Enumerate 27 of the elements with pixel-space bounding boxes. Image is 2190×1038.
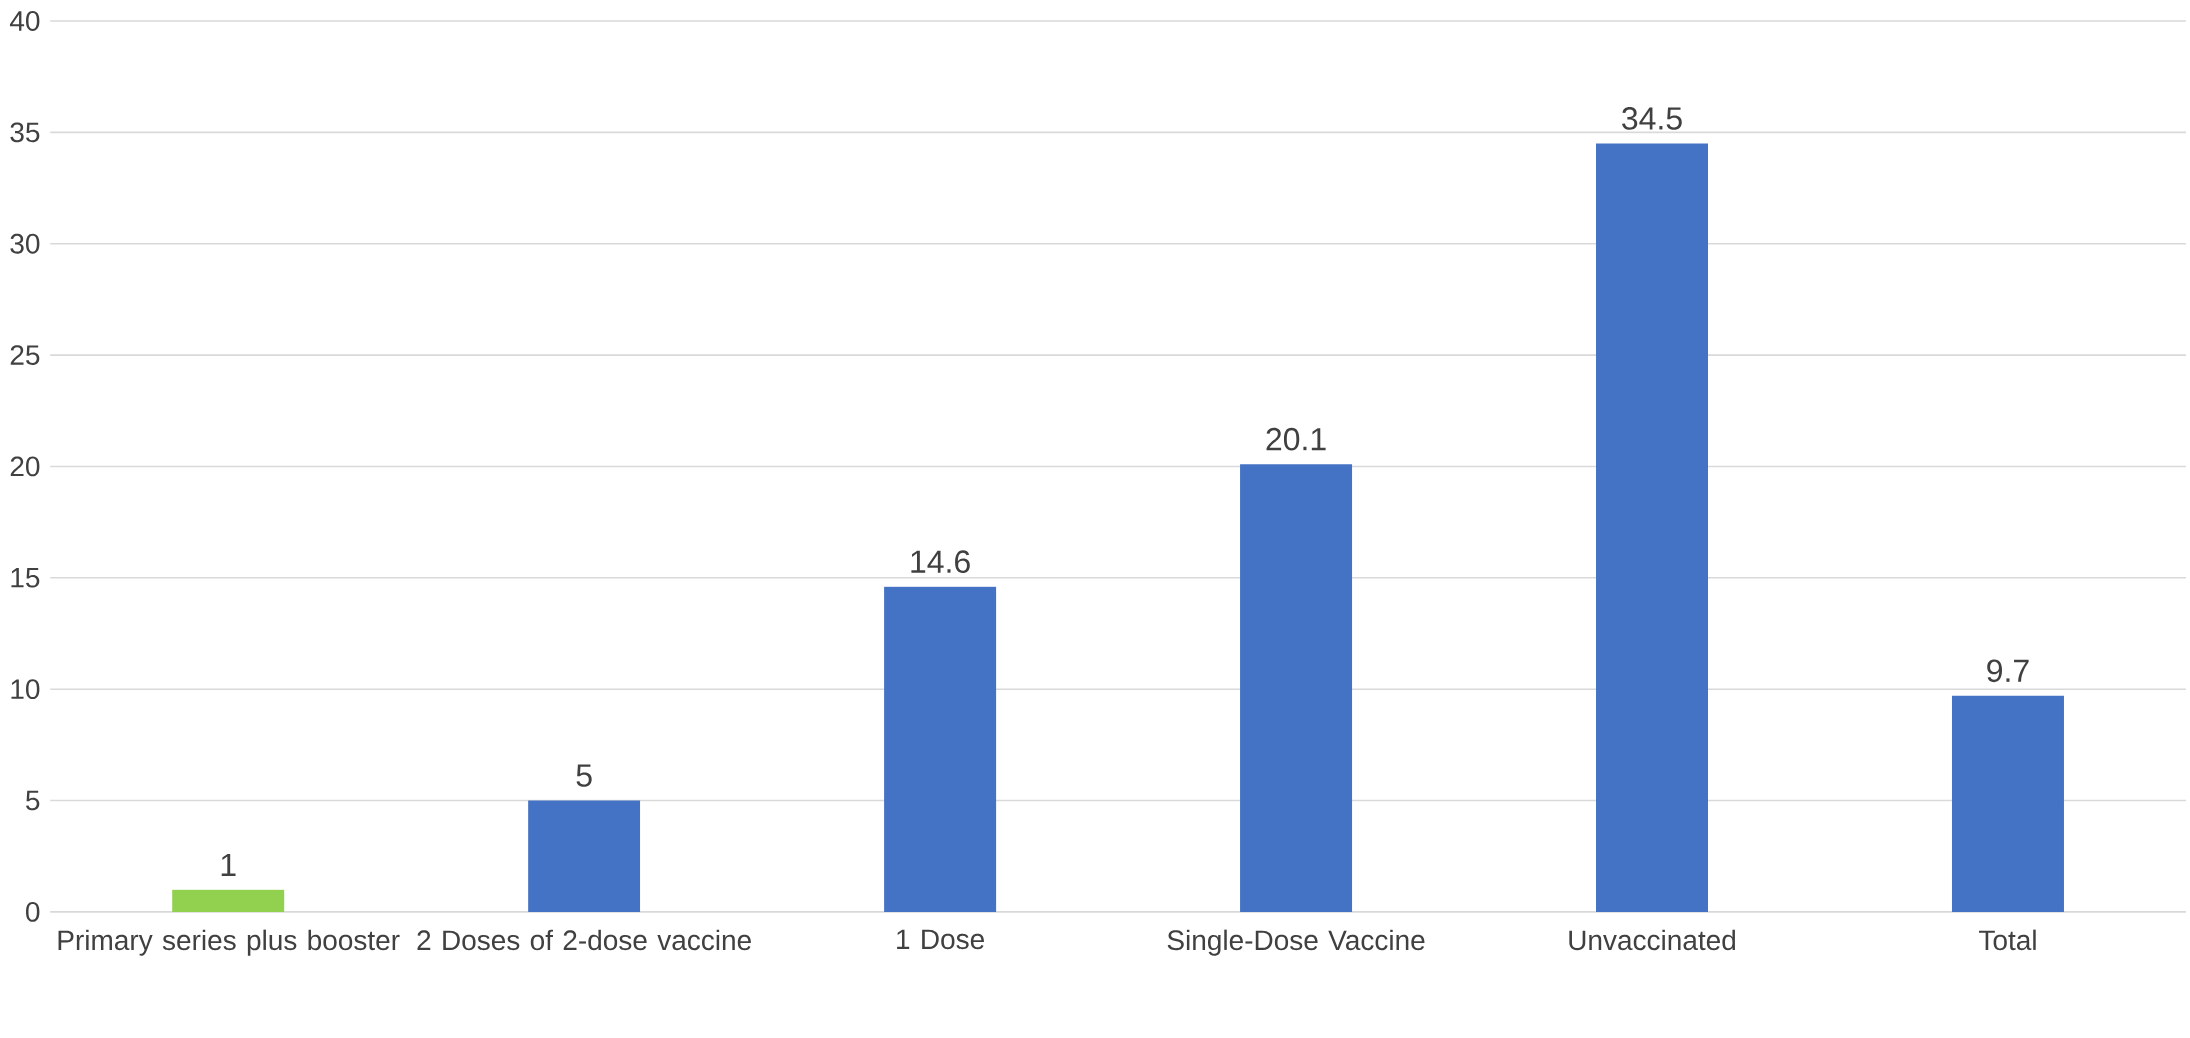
bar [1240,464,1353,912]
bar [172,889,285,912]
bar [1951,695,2064,912]
bar [1596,143,1709,912]
bar [884,586,997,912]
data-label: 1 [221,853,236,876]
data-label: 34.5 [1622,107,1682,130]
y-tick-label: 10 [11,679,40,700]
y-tick-label: 20 [10,456,40,477]
y-tick-label: 30 [10,233,40,254]
data-label: 5 [576,764,592,787]
x-tick-label: Primary series plus booster [58,929,400,956]
data-label: 9.7 [1987,659,2029,683]
y-tick-label: 5 [26,790,40,811]
x-tick-label: Total [1979,929,2036,951]
x-tick-label: 1 Dose [897,929,984,950]
x-tick-label: 2 Doses of 2-dose vaccine [417,929,751,951]
y-tick-label: 35 [10,122,40,143]
x-tick-label: Unvaccinated [1569,929,1735,951]
y-tick-label: 40 [9,11,40,31]
y-tick-label: 0 [26,902,40,922]
data-label: 14.6 [911,550,970,574]
x-tick-label: Single-Dose Vaccine [1167,929,1425,956]
data-label: 20.1 [1266,427,1326,451]
bar [528,800,641,912]
y-tick-label: 25 [10,345,40,366]
y-tick-label: 15 [11,568,40,588]
